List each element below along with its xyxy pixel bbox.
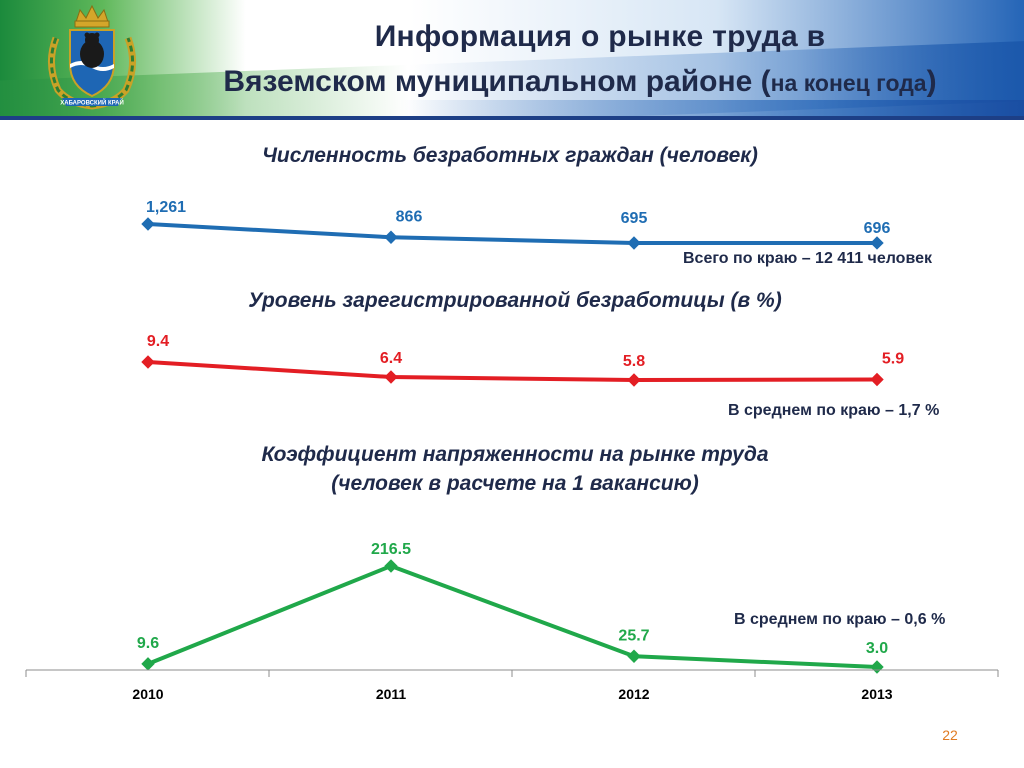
rate-data-label-2013: 5.9 [882,351,904,368]
unemployed-region-note: Всего по краю – 12 411 человек [683,250,932,267]
category-tick-label-2012: 2012 [618,686,649,702]
rate-data-label-2012: 5.8 [623,353,645,370]
unemployed-point-2013 [870,236,884,250]
rate-point-2013 [870,372,884,387]
category-tick-label-2010: 2010 [132,686,163,702]
rate-point-2012 [627,373,641,387]
tension-point-2011 [384,559,398,573]
unemployed-data-label-2013: 696 [864,220,891,237]
tension-point-2010 [141,657,155,671]
svg-text:ХАБАРОВСКИЙ КРАЙ: ХАБАРОВСКИЙ КРАЙ [60,99,124,107]
title-main-text: Вяземском муниципальном районе ( [223,65,771,98]
unemployed-data-label-2011: 866 [396,208,423,225]
unemployed-point-2012 [627,236,641,250]
title-close-paren: ) [926,65,937,98]
unemployed-point-2010 [141,217,155,231]
unemployed-series-line [147,222,878,245]
tension-point-2013 [870,660,884,674]
category-tick-label-2013: 2013 [861,686,892,702]
tension-data-label-2010: 9.6 [137,635,159,652]
rate-data-label-2010: 9.4 [147,333,169,350]
tension-series-line [147,564,878,669]
tension-chart-title-line2: (человек в расчете на 1 вакансию) [331,472,699,495]
tension-data-label-2012: 25.7 [618,627,649,644]
page-title-line1: Информация о рынке труда в [374,20,826,53]
unemployed-point-2011 [384,230,398,244]
header-banner: ХАБАРОВСКИЙ КРАЙ Информация о рынке труд… [0,0,1024,120]
page-number: 22 [942,727,958,743]
rate-data-label-2011: 6.4 [380,350,402,367]
header-base-line [0,116,1024,120]
unemployed-data-label-2012: 695 [621,210,648,227]
rate-series-line [147,360,878,382]
category-tick-label-2011: 2011 [376,686,407,702]
tension-data-label-2013: 3.0 [866,640,888,657]
rate-chart-title: Уровень зарегистрированной безработицы (… [248,289,782,312]
tension-region-note: В среднем по краю – 0,6 % [734,611,946,628]
unemployed-data-label-2010: 1,261 [146,199,186,216]
rate-point-2011 [384,370,398,384]
rate-region-note: В среднем по краю – 1,7 % [728,402,940,419]
tension-data-label-2011: 216.5 [371,541,411,558]
tension-point-2012 [627,649,641,663]
page-title-line2: Вяземском муниципальном районе (на конец… [150,62,1010,107]
tension-chart-title-line1: Коэффициент напряженности на рынке труда [261,443,769,466]
title-small-text: на конец года [770,70,927,96]
coat-of-arms-logo: ХАБАРОВСКИЙ КРАЙ [48,4,136,110]
rate-point-2010 [141,355,155,369]
unemployed-chart-title: Численность безработных граждан (человек… [262,144,758,167]
header-stripe-accent [400,100,1024,120]
